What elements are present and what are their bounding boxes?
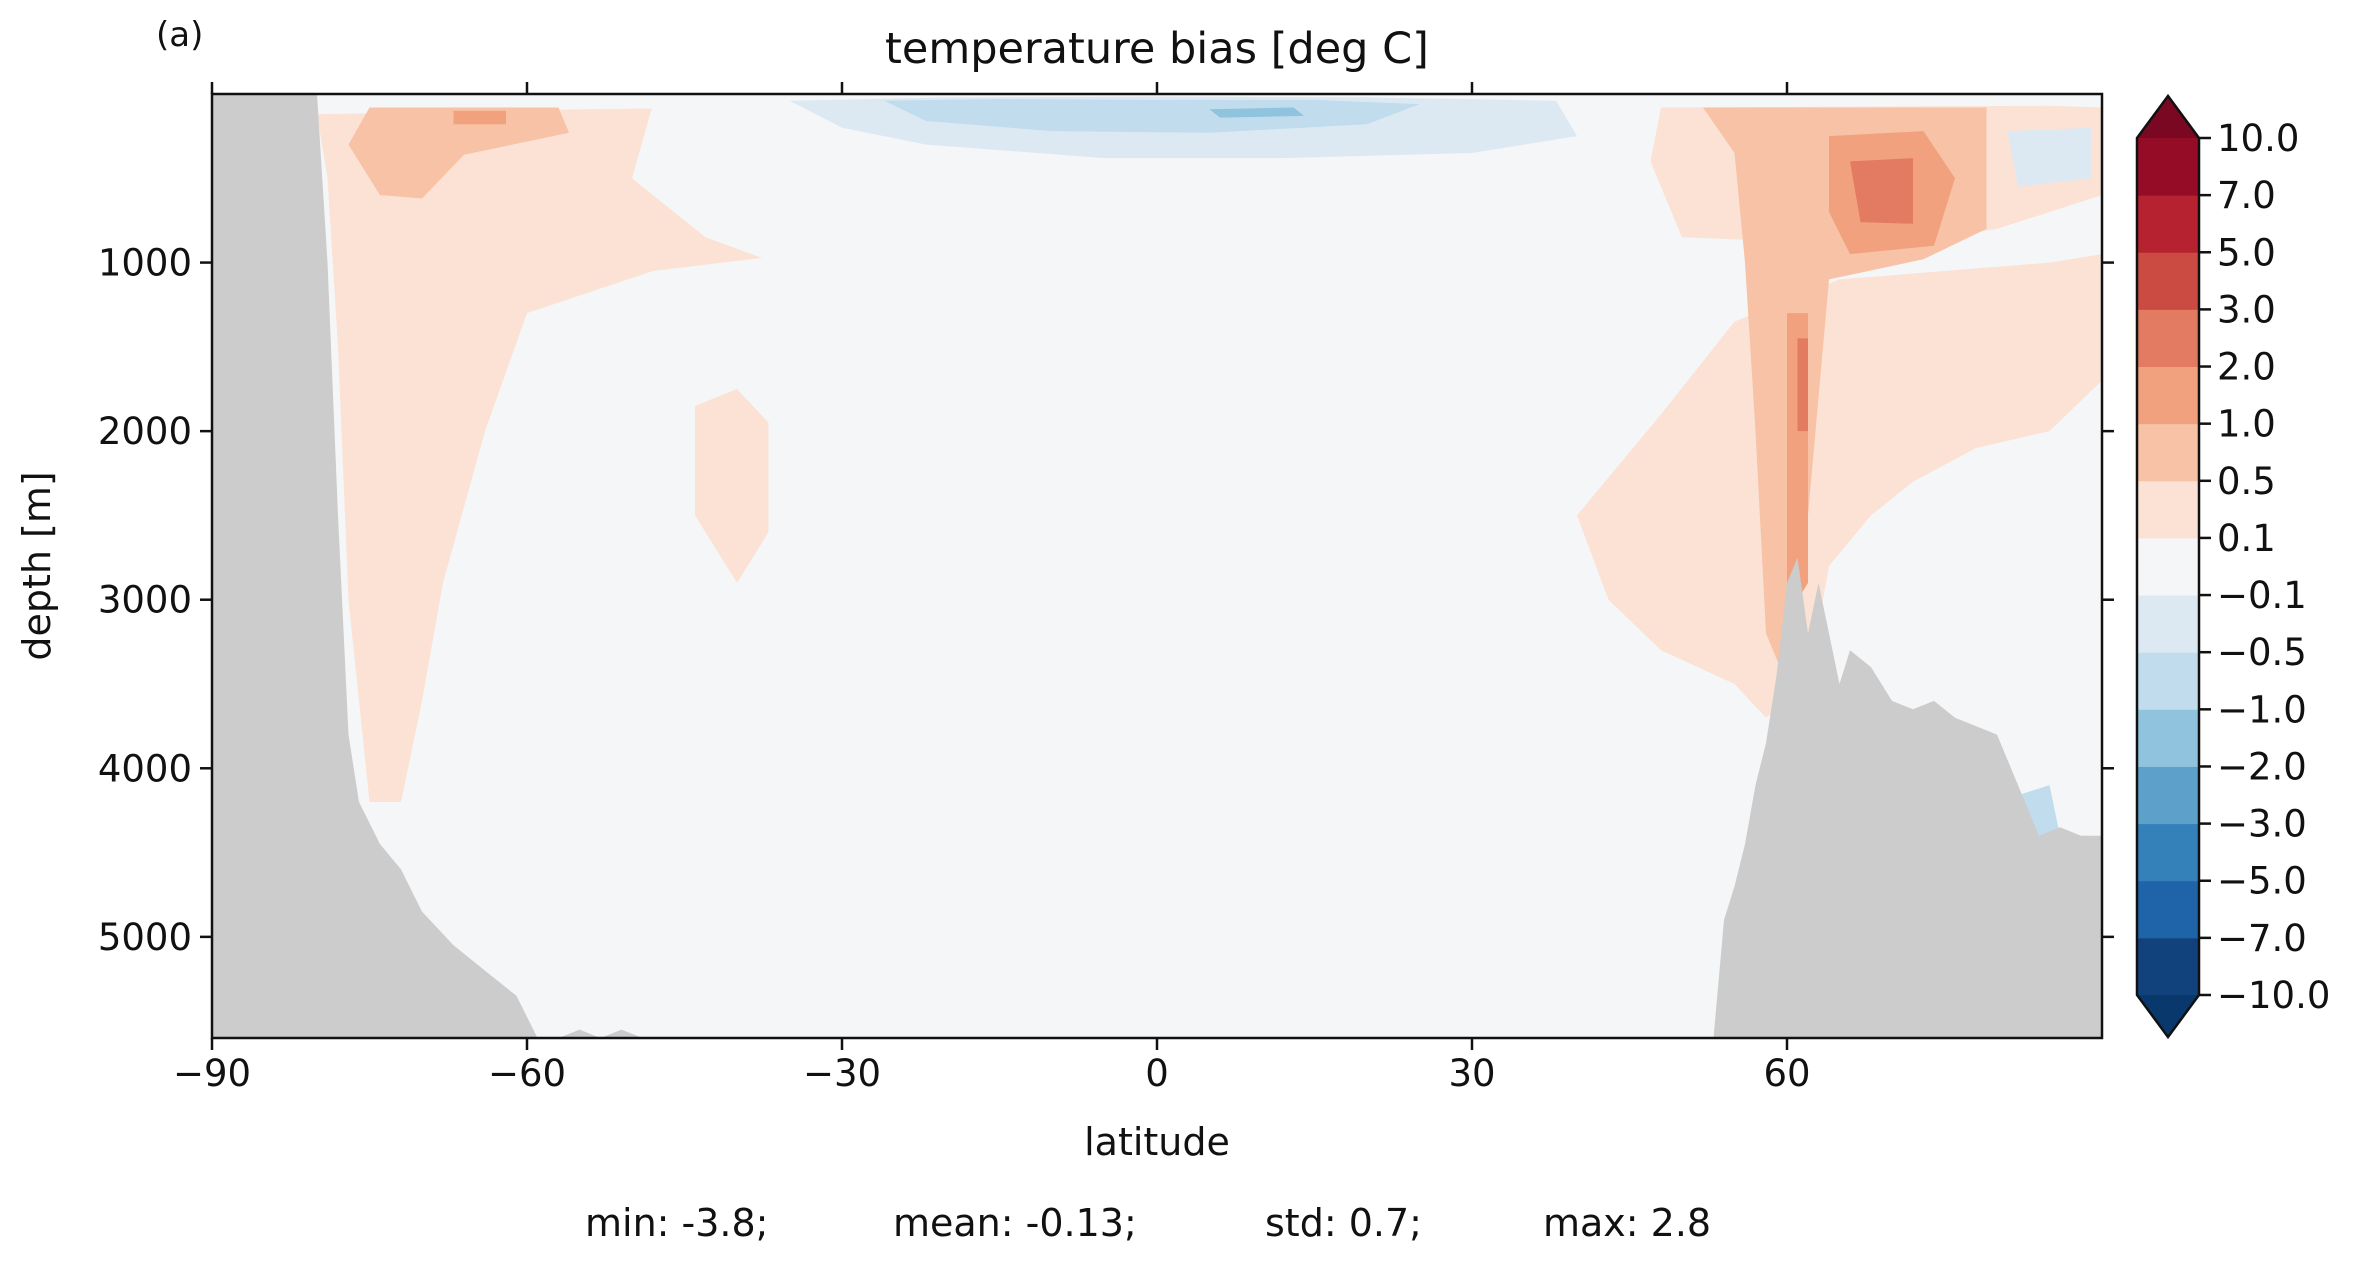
x-tick-label: −90	[173, 1052, 251, 1095]
bias-region-8	[1577, 254, 2102, 718]
stat-std: std: 0.7;	[1265, 1201, 1422, 1245]
colorbar-tick-label: 1.0	[2217, 403, 2276, 446]
x-axis: −90 −60 −30 0 30 60	[173, 82, 1811, 1095]
colorbar-band	[2137, 195, 2199, 253]
stats-footer: min: -3.8; mean: -0.13; std: 0.7; max: 2…	[585, 1201, 1711, 1245]
colorbar-band	[2137, 366, 2199, 425]
temperature-bias-field	[317, 94, 2102, 836]
colorbar-tick-label: −5.0	[2217, 860, 2307, 903]
colorbar-tick-label: −3.0	[2217, 803, 2307, 846]
colorbar-band	[2137, 480, 2199, 539]
colorbar-tick-label: −0.5	[2217, 631, 2307, 674]
stat-min: min: -3.8;	[585, 1201, 769, 1245]
colorbar-band	[2137, 595, 2199, 653]
colorbar-extend-high	[2137, 96, 2199, 138]
colorbar-band	[2137, 252, 2199, 310]
y-tick-label: 1000	[98, 242, 192, 285]
colorbar-tick-label: 0.5	[2217, 460, 2276, 503]
x-axis-label: latitude	[1084, 1120, 1230, 1164]
colorbar-band	[2137, 880, 2199, 939]
bias-region-7	[1209, 107, 1304, 118]
x-tick-label: −60	[488, 1052, 566, 1095]
x-tick-label: −30	[803, 1052, 881, 1095]
colorbar-tick-label: 3.0	[2217, 288, 2276, 331]
y-axis-label: depth [m]	[15, 471, 59, 660]
stat-max: max: 2.8	[1543, 1201, 1711, 1245]
colorbar-tick-label: 2.0	[2217, 346, 2276, 389]
bias-region-0	[317, 107, 947, 802]
bias-region-6	[884, 99, 1420, 133]
panel-label: (a)	[156, 15, 203, 55]
colorbar-tick-label: 7.0	[2217, 174, 2276, 217]
y-axis: 1000 2000 3000 4000 5000	[98, 242, 2114, 959]
y-tick-label: 4000	[98, 747, 192, 790]
colorbar-tick-label: 5.0	[2217, 231, 2276, 274]
y-tick-label: 2000	[98, 410, 192, 453]
colorbar-band	[2137, 766, 2199, 825]
plot-area	[210, 92, 2104, 1040]
y-tick-label: 5000	[98, 916, 192, 959]
bias-region-14	[1797, 338, 1808, 432]
bathymetry-land	[212, 94, 2102, 1038]
bias-region-3	[695, 389, 769, 583]
colorbar-band	[2137, 709, 2199, 767]
chart-title: temperature bias [deg C]	[885, 24, 1429, 74]
bias-region-2	[453, 110, 506, 125]
colorbar-band	[2137, 823, 2199, 882]
colorbar-extend-low	[2137, 995, 2199, 1037]
bias-region-1	[348, 107, 569, 199]
colorbar-tick-label: 0.1	[2217, 517, 2276, 560]
colorbar-tick-label: −1.0	[2217, 688, 2307, 731]
colorbar: −10.0 −7.0 −5.0 −3.0 −2.0 −1.0 −0.5 −0.1 0.1 0.5 1…	[2135, 93, 2330, 1040]
colorbar-band	[2137, 652, 2199, 710]
x-tick-label: 0	[1145, 1052, 1169, 1095]
colorbar-band	[2137, 937, 2199, 996]
colorbar-band	[2137, 423, 2199, 482]
colorbar-tick-label: −10.0	[2217, 974, 2330, 1017]
colorbar-tick-label: −7.0	[2217, 917, 2307, 960]
y-tick-label: 3000	[98, 579, 192, 622]
colorbar-band	[2137, 309, 2199, 368]
colorbar-band	[2137, 537, 2199, 596]
bias-region-4	[632, 94, 1682, 347]
bias-region-10	[1703, 107, 1987, 684]
x-tick-label: 60	[1763, 1052, 1810, 1095]
colorbar-tick-label: −0.1	[2217, 574, 2307, 617]
colorbar-band	[2137, 138, 2199, 196]
x-tick-label: 30	[1448, 1052, 1495, 1095]
colorbar-tick-label: −2.0	[2217, 745, 2307, 788]
stat-mean: mean: -0.13;	[893, 1201, 1137, 1245]
bias-region-15	[2007, 127, 2092, 187]
colorbar-tick-label: 10.0	[2217, 117, 2299, 160]
bias-region-13	[1850, 158, 1913, 224]
